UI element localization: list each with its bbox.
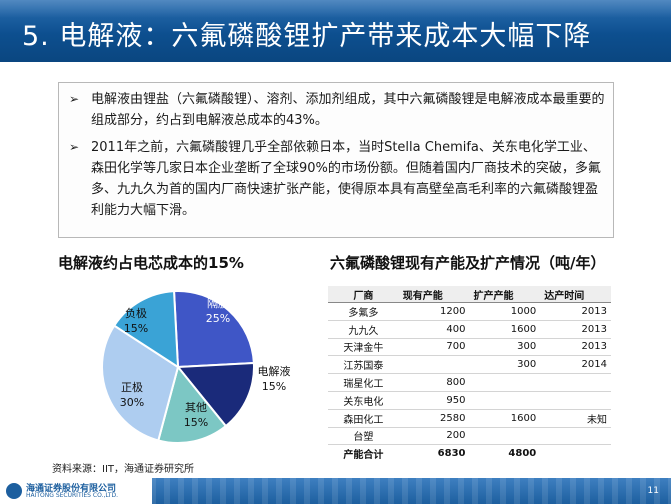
table-cell: 九九久 <box>328 320 399 339</box>
table-row: 森田化工 2580 1600 未知 <box>328 409 611 428</box>
table-cell: 天津金牛 <box>328 338 399 357</box>
header-shine <box>0 0 671 18</box>
table-cell: 多氟多 <box>328 302 399 321</box>
table-cell: 300 <box>469 355 541 375</box>
pie-category: 隔膜 <box>207 297 229 310</box>
table-cell <box>469 391 541 410</box>
pie-category: 正极 <box>121 381 143 394</box>
table-cell <box>398 355 470 375</box>
table-row: 台塑 200 <box>328 427 611 446</box>
pie-value: 15% <box>123 322 149 335</box>
slide-title: 5. 电解液：六氟磷酸锂扩产带来成本大幅下降 <box>22 21 592 52</box>
table-cell: 森田化工 <box>328 409 399 428</box>
table-row: 江苏国泰 300 2014 <box>328 355 611 375</box>
logo-text-cn: 海通证券股份有限公司 <box>26 484 117 494</box>
pie-chart-title: 电解液约占电芯成本的15% <box>58 254 244 272</box>
table-cell: 950 <box>398 391 470 410</box>
table-row: 瑞星化工 800 <box>328 373 611 392</box>
pie-category: 电解液 <box>257 365 291 378</box>
table-cell <box>540 427 611 446</box>
table-body: 多氟多 1200 1000 2013 九九久 400 1600 2013 天津金牛 700 300 2… <box>328 302 611 463</box>
table-total-row: 产能合计 6830 4800 <box>328 445 611 462</box>
pie-slice <box>175 361 255 428</box>
pie-value: 15% <box>183 416 209 429</box>
capacity-table: 厂商 现有产能 扩产产能 达产时间 多氟多 1200 1000 2013 九九久 400 1… <box>328 286 611 462</box>
pie-value: 15% <box>261 380 287 393</box>
pie-slice-label: 隔膜 25% <box>198 296 238 326</box>
table-cell <box>469 427 541 446</box>
table-cell: 1600 <box>469 320 541 339</box>
pie-slice <box>157 364 228 444</box>
table-cell: 2013 <box>540 338 611 357</box>
table-row: 九九久 400 1600 2013 <box>328 320 611 339</box>
table-title: 六氟磷酸锂现有产能及扩产情况（吨/年） <box>330 254 606 272</box>
pie-category: 负极 <box>125 307 147 320</box>
arrow-bullet-icon: ➢ <box>69 140 80 154</box>
table-header-row: 厂商 现有产能 扩产产能 达产时间 <box>328 286 611 303</box>
company-logo: 海通证券股份有限公司 HAITONG SECURITIES CO.,LTD. <box>0 478 152 504</box>
source-note: 资料来源：IIT，海通证券研究所 <box>52 464 195 475</box>
pie-slice-label: 其他 15% <box>176 400 216 430</box>
table-header-cell: 扩产产能 <box>469 286 541 303</box>
table-header-cell: 现有产能 <box>398 286 470 303</box>
table-cell: 200 <box>398 427 470 446</box>
table-row: 天津金牛 700 300 2013 <box>328 338 611 357</box>
pie-category: 其他 <box>185 401 207 414</box>
pie-slice <box>101 324 180 442</box>
pie-slice-label: 负极 15% <box>118 306 154 336</box>
table-cell: 300 <box>469 338 541 357</box>
bullet-box: ➢ 电解液由锂盐（六氟磷酸锂）、溶剂、添加剂组成，其中六氟磷酸锂是电解液成本最重… <box>58 82 614 238</box>
pie-slice-label: 电解液 15% <box>252 364 296 394</box>
table-cell: 400 <box>398 320 470 339</box>
bullet-text: 电解液由锂盐（六氟磷酸锂）、溶剂、添加剂组成，其中六氟磷酸锂是电解液成本最重要的… <box>91 92 605 128</box>
logo-icon <box>6 483 22 499</box>
table-cell: 未知 <box>540 409 611 428</box>
table-row: 关东电化 950 <box>328 391 611 410</box>
table-cell: 4800 <box>508 448 537 460</box>
table-cell: 台塑 <box>328 427 399 446</box>
bullet-item: ➢ 2011年之前，六氟磷酸锂几乎全部依赖日本，当时Stella Chemifa… <box>69 137 605 221</box>
pie-chart <box>101 290 255 444</box>
table-cell: 关东电化 <box>328 391 399 410</box>
footer-pattern <box>150 478 671 504</box>
table-row: 多氟多 1200 1000 2013 <box>328 302 611 321</box>
pie-slice <box>112 290 180 369</box>
table-cell <box>540 391 611 410</box>
table-cell: 2580 <box>398 409 470 428</box>
table-cell <box>469 373 541 392</box>
table-header-cell: 达产时间 <box>540 286 611 303</box>
table-cell: 江苏国泰 <box>328 355 399 375</box>
table-cell: 1200 <box>398 302 470 321</box>
table-cell: 800 <box>398 373 470 392</box>
table-cell: 产能合计 <box>343 450 384 462</box>
page-number: 11 <box>647 486 659 496</box>
table-cell <box>540 373 611 392</box>
pie-value: 25% <box>205 312 231 325</box>
table-cell: 2013 <box>540 302 611 321</box>
pie-slice <box>172 290 255 369</box>
table-cell: 2014 <box>540 355 611 375</box>
table-cell: 1600 <box>469 409 541 428</box>
table-header-cell: 厂商 <box>328 286 399 303</box>
table-cell <box>540 445 611 462</box>
table-cell: 瑞星化工 <box>328 373 399 392</box>
table-cell: 700 <box>398 338 470 357</box>
bullet-text: 2011年之前，六氟磷酸锂几乎全部依赖日本，当时Stella Chemifa、关… <box>91 140 601 218</box>
bullet-item: ➢ 电解液由锂盐（六氟磷酸锂）、溶剂、添加剂组成，其中六氟磷酸锂是电解液成本最重… <box>69 89 605 131</box>
table-cell: 1000 <box>469 302 541 321</box>
pie-slice-label: 正极 30% <box>112 380 152 410</box>
slide-header: 5. 电解液：六氟磷酸锂扩产带来成本大幅下降 <box>0 0 671 62</box>
pie-value: 30% <box>119 396 145 409</box>
arrow-bullet-icon: ➢ <box>69 92 80 106</box>
table-cell: 6830 <box>437 448 466 460</box>
logo-text-en: HAITONG SECURITIES CO.,LTD. <box>26 492 119 499</box>
table-cell: 2013 <box>540 320 611 339</box>
